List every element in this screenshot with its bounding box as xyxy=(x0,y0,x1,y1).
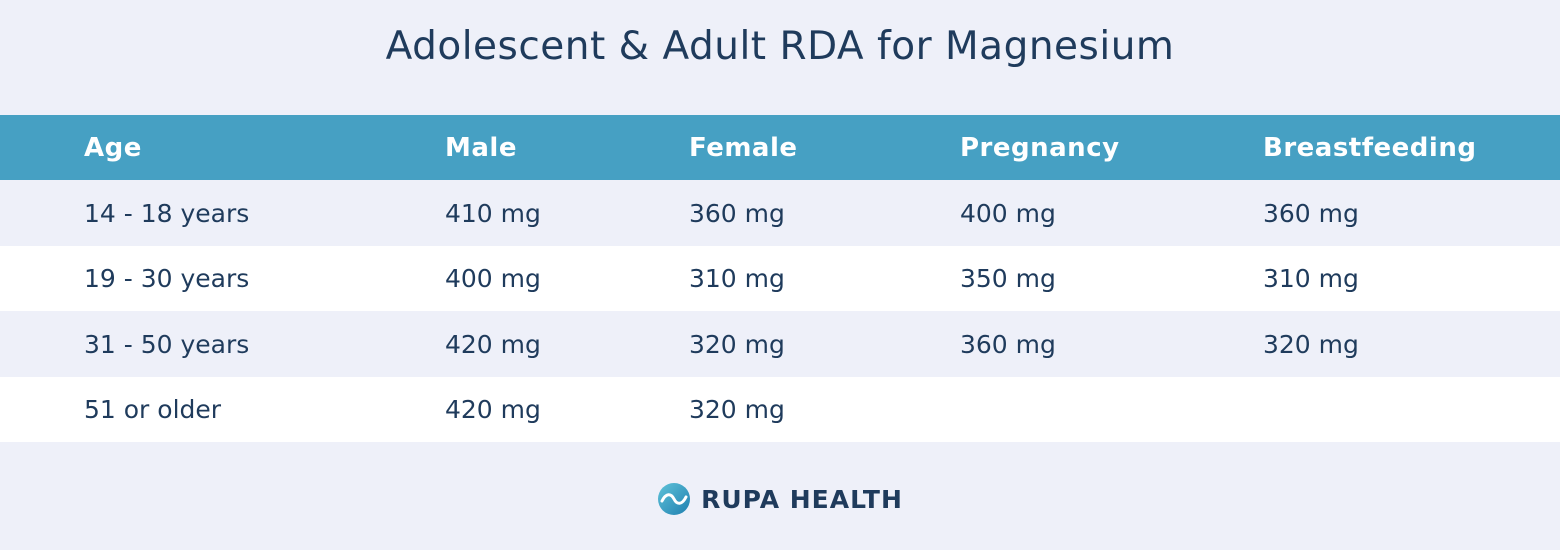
table-row: 31 - 50 years 420 mg 320 mg 360 mg 320 m… xyxy=(0,311,1560,377)
cell-breastfeeding: 320 mg xyxy=(1263,329,1359,359)
cell-male: 420 mg xyxy=(445,329,541,359)
cell-pregnancy: 350 mg xyxy=(960,264,1056,293)
cell-age: 14 - 18 years xyxy=(84,198,250,228)
cell-age: 51 or older xyxy=(84,395,222,424)
cell-female: 310 mg xyxy=(689,264,785,293)
table-row: 14 - 18 years 410 mg 360 mg 400 mg 360 m… xyxy=(0,180,1560,246)
cell-female: 360 mg xyxy=(689,198,785,228)
table-row: 19 - 30 years 400 mg 310 mg 350 mg 310 m… xyxy=(0,246,1560,311)
cell-pregnancy: 400 mg xyxy=(960,198,1056,228)
cell-male: 420 mg xyxy=(445,395,541,424)
cell-pregnancy: 360 mg xyxy=(960,329,1056,359)
header-breastfeeding: Breastfeeding xyxy=(1263,132,1477,163)
cell-breastfeeding: 360 mg xyxy=(1263,198,1359,228)
rupa-wave-logo-icon xyxy=(657,482,691,516)
header-female: Female xyxy=(689,132,798,163)
brand-footer: RUPA HEALTH xyxy=(0,482,1560,516)
page-title: Adolescent & Adult RDA for Magnesium xyxy=(385,24,1175,69)
cell-breastfeeding: 310 mg xyxy=(1263,264,1359,293)
cell-female: 320 mg xyxy=(689,395,785,424)
table-row: 51 or older 420 mg 320 mg xyxy=(0,377,1560,442)
rda-table: Age Male Female Pregnancy Breastfeeding … xyxy=(0,115,1560,442)
cell-female: 320 mg xyxy=(689,329,785,359)
brand-name: RUPA HEALTH xyxy=(701,484,903,514)
table-header-row: Age Male Female Pregnancy Breastfeeding xyxy=(0,115,1560,180)
cell-age: 31 - 50 years xyxy=(84,329,250,359)
cell-age: 19 - 30 years xyxy=(84,264,250,293)
cell-male: 400 mg xyxy=(445,264,541,293)
header-pregnancy: Pregnancy xyxy=(960,132,1120,163)
header-age: Age xyxy=(84,132,142,163)
cell-male: 410 mg xyxy=(445,198,541,228)
header-male: Male xyxy=(445,132,517,163)
